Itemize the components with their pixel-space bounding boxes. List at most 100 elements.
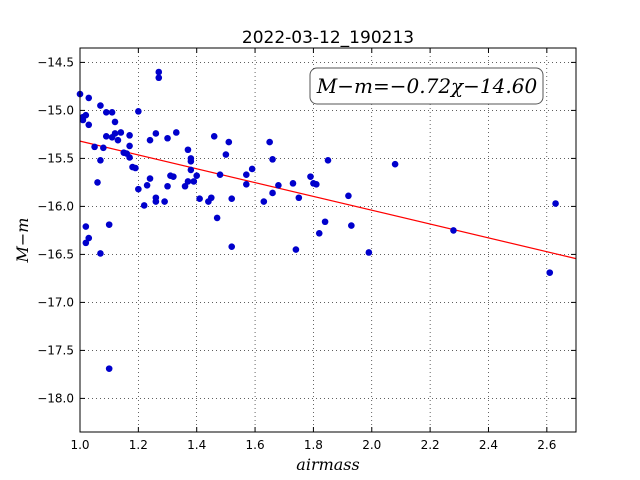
- y-axis-label: M−m: [13, 218, 32, 264]
- data-point: [307, 173, 314, 180]
- data-point: [105, 365, 113, 372]
- y-tick-label: −17.5: [37, 343, 74, 357]
- data-point: [108, 109, 116, 116]
- data-point: [126, 142, 133, 150]
- data-point: [111, 130, 119, 137]
- data-point: [146, 136, 154, 144]
- y-tick-labels: −14.5 −15.0 −15.5 −16.0 −16.5 −17.0 −17.5 −18.0: [37, 55, 74, 405]
- data-point: [315, 229, 323, 237]
- data-point: [126, 154, 133, 161]
- x-tick-label: 2.2: [421, 438, 440, 452]
- data-point: [187, 166, 195, 174]
- data-point: [140, 202, 148, 209]
- data-point: [243, 181, 250, 188]
- fit-line-group: [79, 140, 577, 260]
- data-point: [269, 189, 276, 197]
- data-point: [135, 185, 142, 193]
- data-point: [345, 192, 352, 200]
- data-point: [222, 151, 230, 158]
- data-point: [207, 194, 215, 202]
- y-tick-label: −16.0: [37, 199, 74, 213]
- data-point: [146, 175, 154, 182]
- data-point: [91, 143, 98, 151]
- x-axis-label: airmass: [296, 455, 359, 474]
- data-point: [248, 165, 256, 173]
- data-point: [105, 221, 113, 228]
- data-point: [79, 116, 87, 124]
- data-point: [181, 182, 189, 190]
- data-point: [155, 68, 163, 76]
- fit-annotation: M−m=−0.72χ−14.60: [316, 74, 538, 98]
- data-point: [102, 133, 110, 140]
- data-point: [196, 195, 203, 203]
- x-tick-label: 1.8: [304, 438, 323, 452]
- data-point: [164, 182, 171, 190]
- data-point: [161, 198, 168, 205]
- data-point: [275, 181, 282, 189]
- y-tick-label: −15.0: [37, 103, 74, 117]
- data-point: [552, 200, 559, 207]
- data-point: [546, 269, 554, 276]
- data-point: [170, 173, 177, 180]
- x-tick-label: 1.6: [246, 438, 265, 452]
- data-point: [94, 179, 101, 186]
- plot-area: [80, 48, 576, 432]
- y-tick-label: −15.5: [37, 151, 74, 165]
- data-point: [85, 121, 93, 129]
- data-point: [102, 109, 110, 116]
- data-point: [184, 178, 192, 185]
- data-point: [225, 138, 233, 146]
- data-point: [228, 195, 236, 203]
- x-tick-labels: 1.0 1.2 1.4 1.6 1.8 2.0 2.2 2.4 2.6: [70, 438, 556, 452]
- data-point: [132, 164, 139, 172]
- data-point: [85, 234, 93, 242]
- data-point: [82, 223, 90, 230]
- x-tick-label: 1.0: [70, 438, 89, 452]
- data-point: [213, 214, 221, 222]
- data-point: [295, 194, 303, 202]
- data-points: [76, 68, 559, 372]
- chart-title: 2022-03-12_190213: [242, 28, 414, 48]
- data-point: [321, 218, 329, 226]
- data-point: [82, 111, 90, 119]
- x-tick-label: 2.4: [479, 438, 498, 452]
- data-point: [210, 133, 218, 140]
- data-point: [100, 144, 107, 152]
- data-point: [365, 249, 373, 256]
- data-point: [391, 160, 399, 168]
- data-point: [184, 146, 192, 154]
- data-point: [82, 239, 90, 247]
- data-point: [313, 181, 320, 188]
- data-point: [266, 138, 273, 146]
- data-point: [97, 157, 104, 164]
- data-point: [111, 118, 119, 126]
- data-point: [135, 108, 142, 115]
- data-point: [143, 181, 151, 189]
- data-point: [190, 178, 198, 185]
- data-point: [193, 172, 201, 179]
- data-point: [85, 94, 93, 102]
- data-point: [216, 171, 224, 179]
- data-point: [228, 243, 236, 251]
- data-point: [187, 157, 195, 165]
- data-point: [97, 102, 104, 109]
- data-point: [269, 156, 276, 163]
- data-point: [114, 136, 122, 144]
- data-point: [117, 129, 125, 136]
- data-point: [97, 250, 104, 257]
- data-point: [126, 132, 133, 139]
- data-point: [172, 129, 180, 136]
- y-tick-label: −14.5: [37, 55, 74, 69]
- data-point: [348, 222, 355, 229]
- x-tick-label: 1.2: [129, 438, 148, 452]
- x-tick-label: 2.0: [362, 438, 381, 452]
- x-tick-label: 2.6: [537, 438, 556, 452]
- y-tick-label: −18.0: [37, 391, 74, 405]
- y-tick-label: −16.5: [37, 247, 74, 261]
- data-point: [289, 180, 297, 187]
- axis-ticks: [79, 48, 576, 432]
- data-point: [164, 134, 171, 142]
- data-point: [152, 130, 160, 137]
- x-tick-label: 1.4: [187, 438, 206, 452]
